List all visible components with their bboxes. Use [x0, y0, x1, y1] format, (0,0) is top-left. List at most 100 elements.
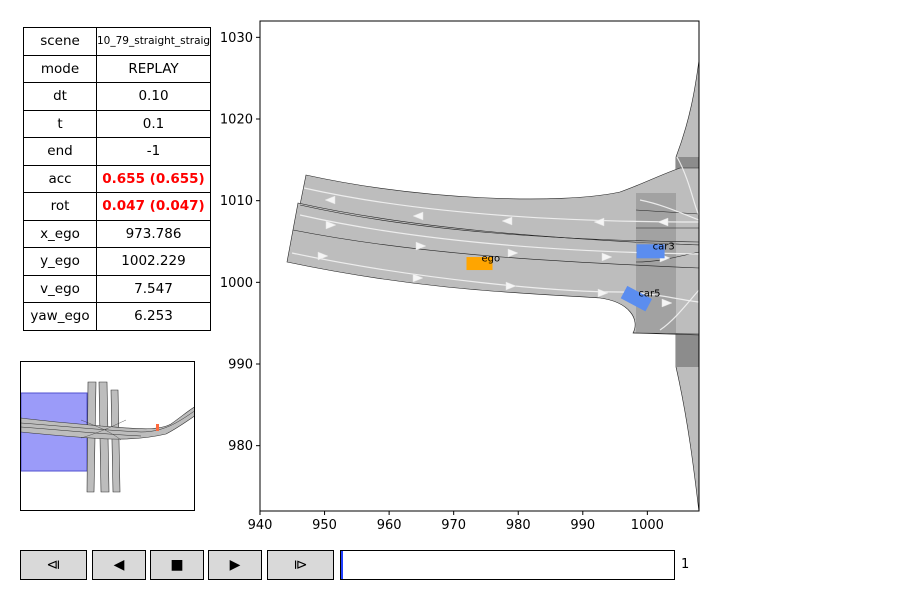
y-tick-label: 1000: [220, 276, 253, 291]
minimap-lane-line: [80, 419, 127, 439]
direction-arrow-icon: [661, 298, 673, 308]
direction-arrow-icon: [507, 248, 519, 258]
lane-centerline: [303, 187, 699, 223]
info-key: t: [23, 109, 97, 138]
direction-arrow-icon: [324, 195, 336, 205]
step-back-button[interactable]: ⧏: [20, 550, 87, 580]
x-tick-label: 950: [312, 518, 337, 533]
direction-arrow-icon: [325, 220, 337, 230]
lane-boundary: [292, 229, 699, 269]
play-forward-icon: ▶: [229, 557, 241, 573]
lane-centerline: [659, 289, 699, 331]
agent-box: [636, 244, 665, 259]
frame-slider[interactable]: [340, 550, 675, 580]
stop-button[interactable]: ■: [150, 550, 204, 580]
lane-boundary: [299, 204, 699, 243]
info-key: rot: [23, 192, 97, 221]
info-key: yaw_ego: [23, 302, 97, 331]
direction-arrow-icon: [657, 217, 669, 227]
info-row-end: end -1: [23, 137, 211, 166]
play-backward-icon: ◀: [113, 557, 125, 573]
y-tick-label: 1010: [220, 194, 253, 209]
junction-shade: [636, 193, 676, 333]
direction-arrow-icon: [415, 241, 427, 251]
info-row-v-ego: v_ego 7.547: [23, 274, 211, 303]
minimap-lane-line: [21, 426, 142, 437]
lane-centerline: [676, 156, 699, 216]
info-value: 0.047 (0.047): [96, 192, 211, 221]
info-row-x-ego: x_ego 973.786: [23, 219, 211, 248]
frame-slider-fill: [341, 551, 343, 579]
lane-centerline: [639, 199, 699, 221]
x-tick-label: 1000: [631, 518, 664, 533]
info-value: 7.547: [96, 274, 211, 303]
info-key: y_ego: [23, 247, 97, 276]
info-value: 1002.229: [96, 247, 211, 276]
info-key: v_ego: [23, 274, 97, 303]
step-forward-icon: ⧐: [293, 557, 308, 573]
direction-arrow-icon: [593, 217, 605, 227]
y-tick-label: 990: [228, 358, 253, 373]
agent-car3: [636, 244, 665, 259]
minimap-svg: [21, 381, 194, 493]
minimap-ego-marker: [156, 424, 159, 431]
main-road-lower: [286, 202, 699, 336]
agent-box: [620, 285, 653, 312]
step-forward-button[interactable]: ⧐: [267, 550, 334, 580]
info-row-mode: mode REPLAY: [23, 54, 211, 83]
agent-ego: [466, 257, 493, 271]
direction-arrow-icon: [317, 251, 329, 261]
info-row-dt: dt 0.10: [23, 82, 211, 111]
agents-layer: ego car3 car5: [466, 241, 675, 312]
direction-arrow-icon: [601, 252, 613, 262]
y-tick-label: 980: [228, 439, 253, 454]
y-tick-label: 1020: [220, 113, 253, 128]
info-row-rot: rot 0.047 (0.047): [23, 192, 211, 221]
info-value: -1: [96, 137, 211, 166]
agent-label: car3: [653, 241, 675, 252]
direction-arrow-icon: [505, 281, 517, 291]
lane-centerline: [291, 252, 699, 303]
info-key: mode: [23, 54, 97, 83]
step-back-icon: ⧏: [46, 557, 61, 573]
info-key: scene: [23, 27, 97, 56]
x-tick-label: 990: [570, 518, 595, 533]
x-tick-label: 940: [248, 518, 273, 533]
minimap-lane-line: [80, 419, 122, 441]
agent-car5: [620, 285, 653, 312]
info-key: dt: [23, 82, 97, 111]
agent-label: ego: [482, 254, 501, 265]
axes-frame: [259, 20, 700, 512]
frame-value: 1: [681, 557, 690, 572]
play-forward-button[interactable]: ▶: [208, 550, 262, 580]
x-tick-label: 970: [441, 518, 466, 533]
direction-arrow-icon: [597, 288, 609, 298]
info-value: 6.253: [96, 302, 211, 331]
x-tick-label: 980: [506, 518, 531, 533]
info-key: end: [23, 137, 97, 166]
stop-icon: ■: [170, 557, 184, 573]
direction-arrow-icon: [412, 211, 424, 221]
info-value: 973.786: [96, 219, 211, 248]
info-value: 10_79_straight_straight_10: [96, 27, 211, 56]
y-tick-label: 1030: [220, 31, 253, 46]
play-backward-button[interactable]: ◀: [92, 550, 146, 580]
minimap: [20, 361, 195, 511]
info-value: REPLAY: [96, 54, 211, 83]
info-key: x_ego: [23, 219, 97, 248]
info-row-t: t 0.1: [23, 109, 211, 138]
agent-box: [466, 257, 493, 271]
axes-ticks: 940 950 960 970 980 990 1000 980 990 1000 1010 1020…: [220, 31, 664, 533]
info-row-acc: acc 0.655 (0.655): [23, 164, 211, 193]
minimap-road-vertical: [110, 389, 121, 493]
direction-arrow-icon: [501, 216, 513, 226]
info-key: acc: [23, 164, 97, 193]
agent-label: car5: [638, 289, 660, 300]
info-value: 0.1: [96, 109, 211, 138]
info-table: scene10_79_straight_straight_10modeREPLA…: [23, 27, 211, 331]
main-plot: ego car3 car5 940 950 960 970 980 990 1000 980 990…: [220, 20, 700, 533]
info-row-yaw-ego: yaw_ego 6.253: [23, 302, 211, 331]
direction-arrow-icon: [412, 273, 424, 283]
info-value: 0.10: [96, 82, 211, 111]
